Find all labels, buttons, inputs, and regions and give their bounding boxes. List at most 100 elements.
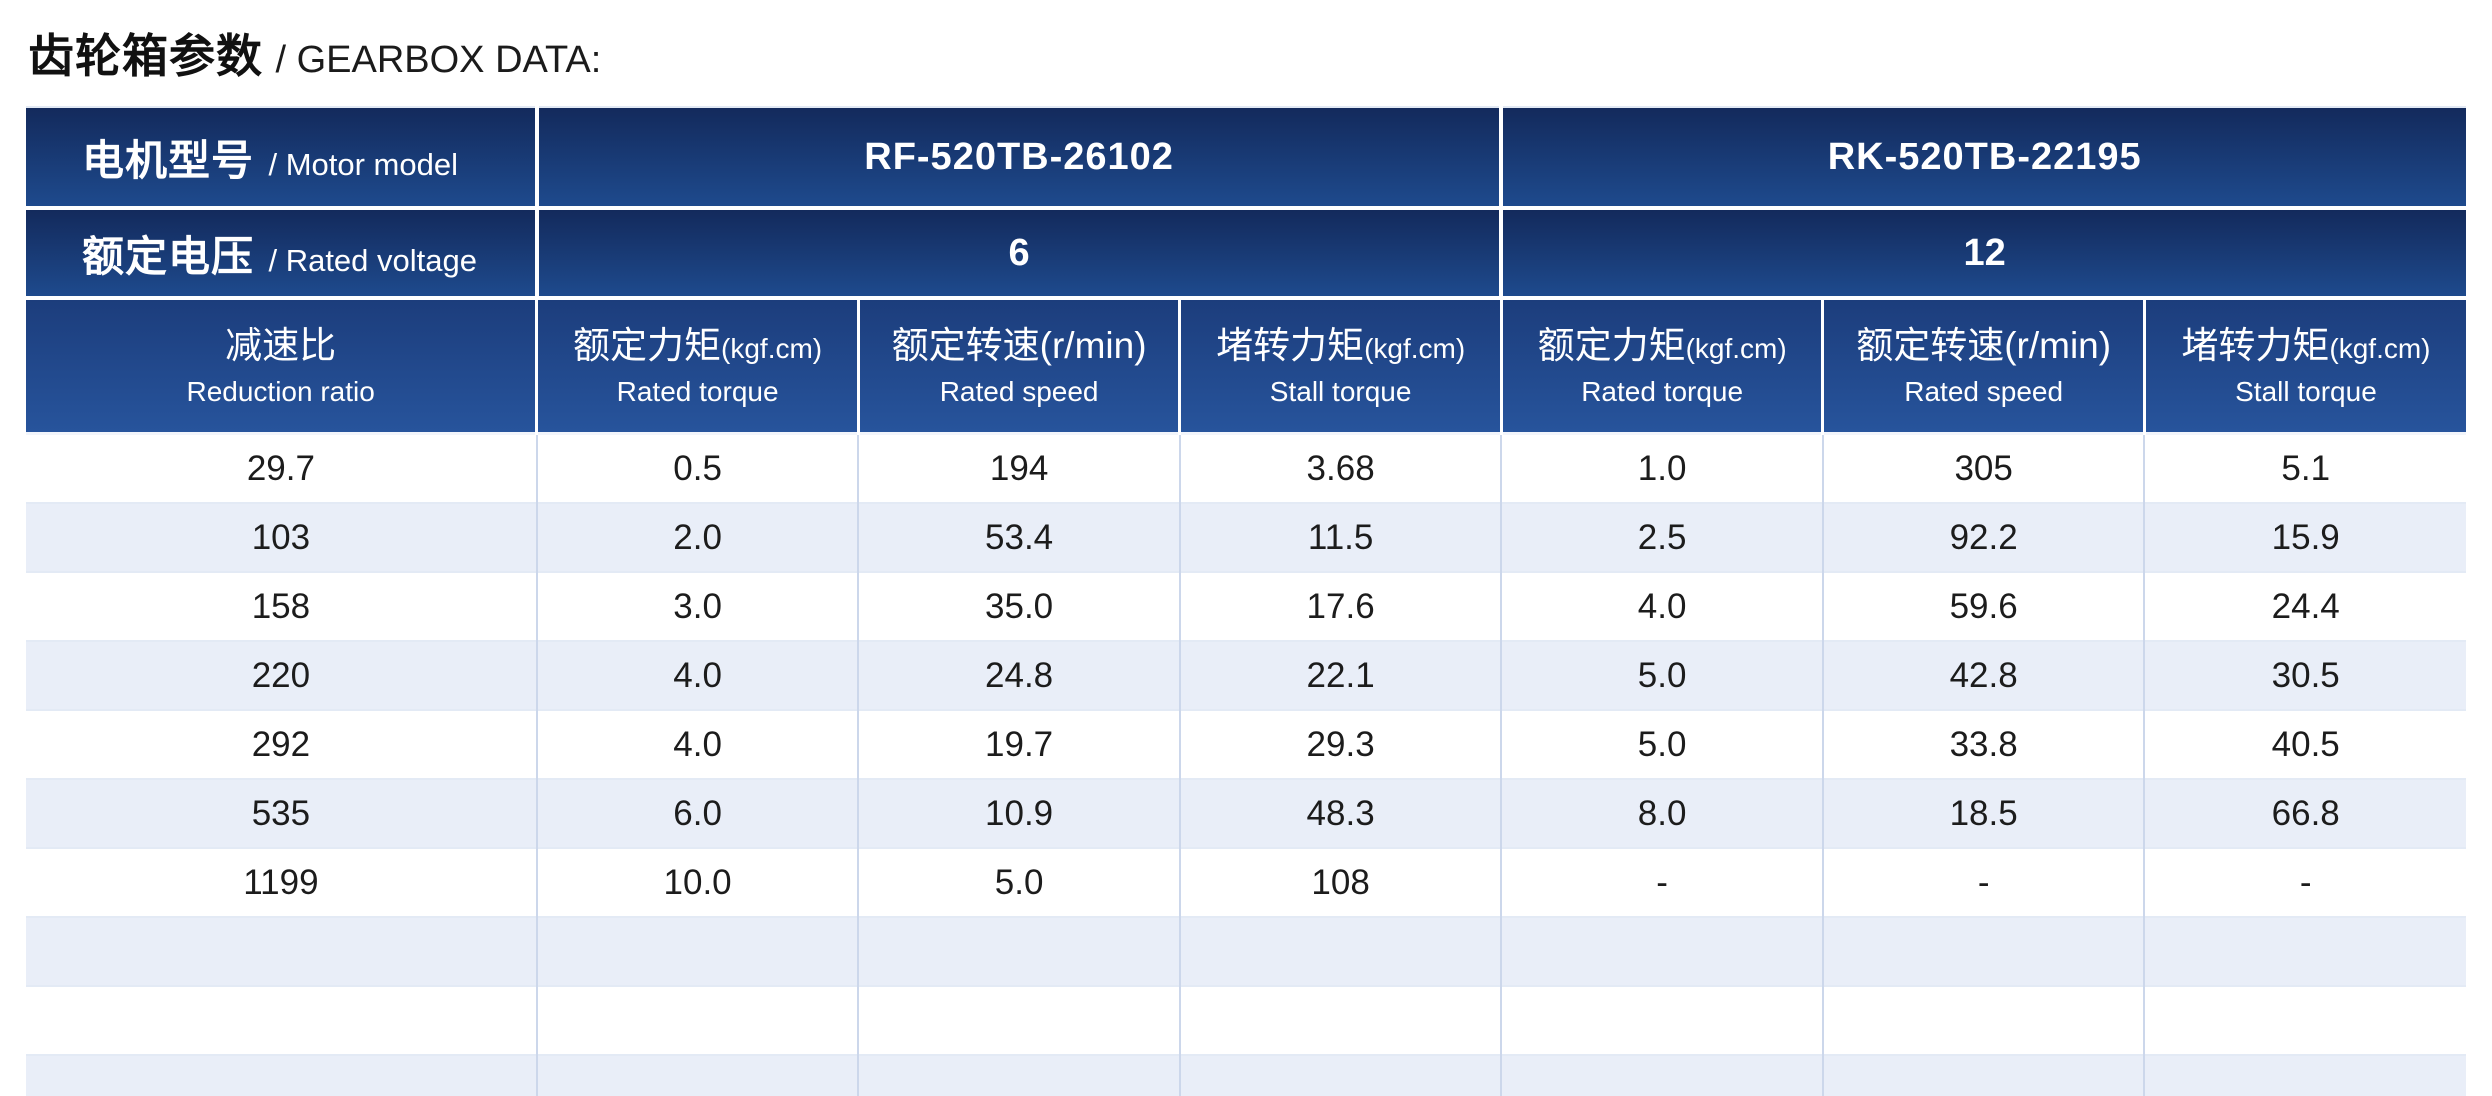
gearbox-table-header: 电机型号 / Motor model RF-520TB-26102 RK-520… (26, 107, 2466, 434)
table-cell: - (1500, 847, 1823, 917)
table-cell: 29.3 (1178, 709, 1502, 779)
table-cell (1821, 1054, 2145, 1096)
motor-model-2: RK-520TB-22195 (1499, 107, 2466, 208)
table-cell: 6.0 (535, 778, 859, 848)
col-stall-torque-zh: 堵转力矩 (1216, 325, 1365, 367)
table-cell: 2.0 (535, 502, 859, 572)
table-cell: 5.0 (1500, 640, 1823, 710)
table-row: 29.7 0.5 194 3.68 1.0 305 5.1 (26, 432, 2466, 503)
table-cell: 24.8 (857, 640, 1180, 710)
page-title: 齿轮箱参数 / GEARBOX DATA: (28, 20, 2492, 86)
col-reduction-ratio: 减速比 Reduction ratio (26, 296, 537, 434)
table-cell (1500, 916, 1823, 986)
motor-model-label: 电机型号 / Motor model (26, 107, 537, 208)
table-cell: 10.0 (535, 847, 859, 917)
col-rated-torque-en: Rated torque (1581, 375, 1744, 407)
table-cell: 42.8 (1821, 640, 2145, 710)
col-rated-torque-zh: 额定力矩 (573, 325, 722, 367)
col-reduction-ratio-en: Reduction ratio (186, 375, 375, 407)
column-header-row: 减速比 Reduction ratio 额定力矩(kgf.cm) Rated t… (26, 296, 2466, 434)
page-title-zh: 齿轮箱参数 (28, 30, 263, 82)
col-rated-torque-2: 额定力矩(kgf.cm) Rated torque (1499, 296, 1823, 434)
rated-voltage-label-en: / Rated voltage (268, 242, 477, 278)
col-rated-torque-unit: (kgf.cm) (1685, 333, 1787, 365)
table-cell: 59.6 (1821, 571, 2145, 641)
col-stall-torque-unit: (kgf.cm) (1364, 333, 1466, 365)
table-cell (1821, 916, 2145, 986)
table-row: 535 6.0 10.9 48.3 8.0 18.5 66.8 (26, 778, 2466, 848)
rated-voltage-label: 额定电压 / Rated voltage (26, 206, 537, 298)
col-stall-torque-en: Stall torque (1269, 375, 1412, 407)
table-row: 220 4.0 24.8 22.1 5.0 42.8 30.5 (26, 640, 2466, 710)
col-reduction-ratio-zh: 减速比 (225, 325, 337, 367)
table-cell (1178, 985, 1502, 1055)
col-stall-torque-unit: (kgf.cm) (2329, 333, 2431, 365)
table-cell: 0.5 (535, 432, 859, 503)
col-rated-speed-en: Rated speed (1904, 375, 2064, 407)
table-row (26, 916, 2466, 986)
table-cell: 8.0 (1500, 778, 1823, 848)
table-cell: 35.0 (857, 571, 1180, 641)
col-rated-speed-zh: 额定转速 (1856, 325, 2005, 367)
table-cell: 10.9 (857, 778, 1180, 848)
table-cell: 53.4 (857, 502, 1180, 572)
gearbox-table: 电机型号 / Motor model RF-520TB-26102 RK-520… (26, 106, 2466, 1096)
table-cell (857, 916, 1180, 986)
col-rated-speed-unit: (r/min) (1039, 325, 1147, 367)
col-rated-speed-en: Rated speed (939, 375, 1099, 407)
table-cell (2143, 916, 2466, 986)
table-cell: 19.7 (857, 709, 1180, 779)
table-cell: 305 (1821, 432, 2145, 503)
gearbox-table-body: 29.7 0.5 194 3.68 1.0 305 5.1 103 2.0 53.4 11.5 2.5… (26, 432, 2466, 1096)
table-cell (2143, 1054, 2466, 1096)
table-cell: 3.0 (535, 571, 859, 641)
table-cell: 292 (26, 709, 537, 779)
table-row: 158 3.0 35.0 17.6 4.0 59.6 24.4 (26, 571, 2466, 641)
table-cell: - (2143, 847, 2466, 917)
motor-model-row: 电机型号 / Motor model RF-520TB-26102 RK-520… (26, 107, 2466, 208)
table-cell: 220 (26, 640, 537, 710)
col-rated-torque-zh: 额定力矩 (1537, 325, 1686, 367)
table-cell: 5.0 (857, 847, 1180, 917)
table-cell: 30.5 (2143, 640, 2466, 710)
rated-voltage-2: 12 (1499, 206, 2466, 298)
table-row: 1199 10.0 5.0 108- - - (26, 847, 2466, 917)
table-cell: 1.0 (1500, 432, 1823, 503)
table-cell: 11.5 (1178, 502, 1502, 572)
table-cell: 194 (857, 432, 1180, 503)
table-cell: 92.2 (1821, 502, 2145, 572)
table-cell: 5.1 (2143, 432, 2466, 503)
table-cell: 4.0 (535, 709, 859, 779)
col-stall-torque-en: Stall torque (2235, 375, 2377, 407)
table-cell (1500, 1054, 1823, 1096)
rated-voltage-label-zh: 额定电压 (82, 232, 255, 280)
table-row (26, 1054, 2466, 1096)
col-stall-torque-2: 堵转力矩(kgf.cm) Stall torque (2142, 296, 2466, 434)
col-rated-torque-en: Rated torque (616, 375, 779, 407)
table-cell (2143, 985, 2466, 1055)
table-cell (857, 1054, 1180, 1096)
col-rated-speed-1: 额定转速(r/min) Rated speed (856, 296, 1180, 434)
table-cell (26, 985, 537, 1055)
table-cell: 1199 (26, 847, 537, 917)
table-row: 103 2.0 53.4 11.5 2.5 92.2 15.9 (26, 502, 2466, 572)
table-cell: 48.3 (1178, 778, 1502, 848)
rated-voltage-row: 额定电压 / Rated voltage 6 12 (26, 206, 2466, 298)
table-cell: 108 (1178, 847, 1502, 917)
page-title-en: / GEARBOX DATA: (275, 39, 602, 81)
table-cell (535, 985, 859, 1055)
table-cell: 15.9 (2143, 502, 2466, 572)
table-cell: 3.68 (1178, 432, 1502, 503)
table-cell (26, 916, 537, 986)
table-cell: 24.4 (2143, 571, 2466, 641)
motor-model-label-en: / Motor model (268, 146, 458, 182)
table-row (26, 985, 2466, 1055)
col-rated-torque-1: 额定力矩(kgf.cm) Rated torque (535, 296, 859, 434)
col-stall-torque-zh: 堵转力矩 (2181, 325, 2330, 367)
col-rated-speed-2: 额定转速(r/min) Rated speed (1821, 296, 2145, 434)
table-cell: 2.5 (1500, 502, 1823, 572)
table-cell: 17.6 (1178, 571, 1502, 641)
rated-voltage-1: 6 (534, 206, 1502, 298)
col-rated-torque-unit: (kgf.cm) (721, 333, 823, 365)
